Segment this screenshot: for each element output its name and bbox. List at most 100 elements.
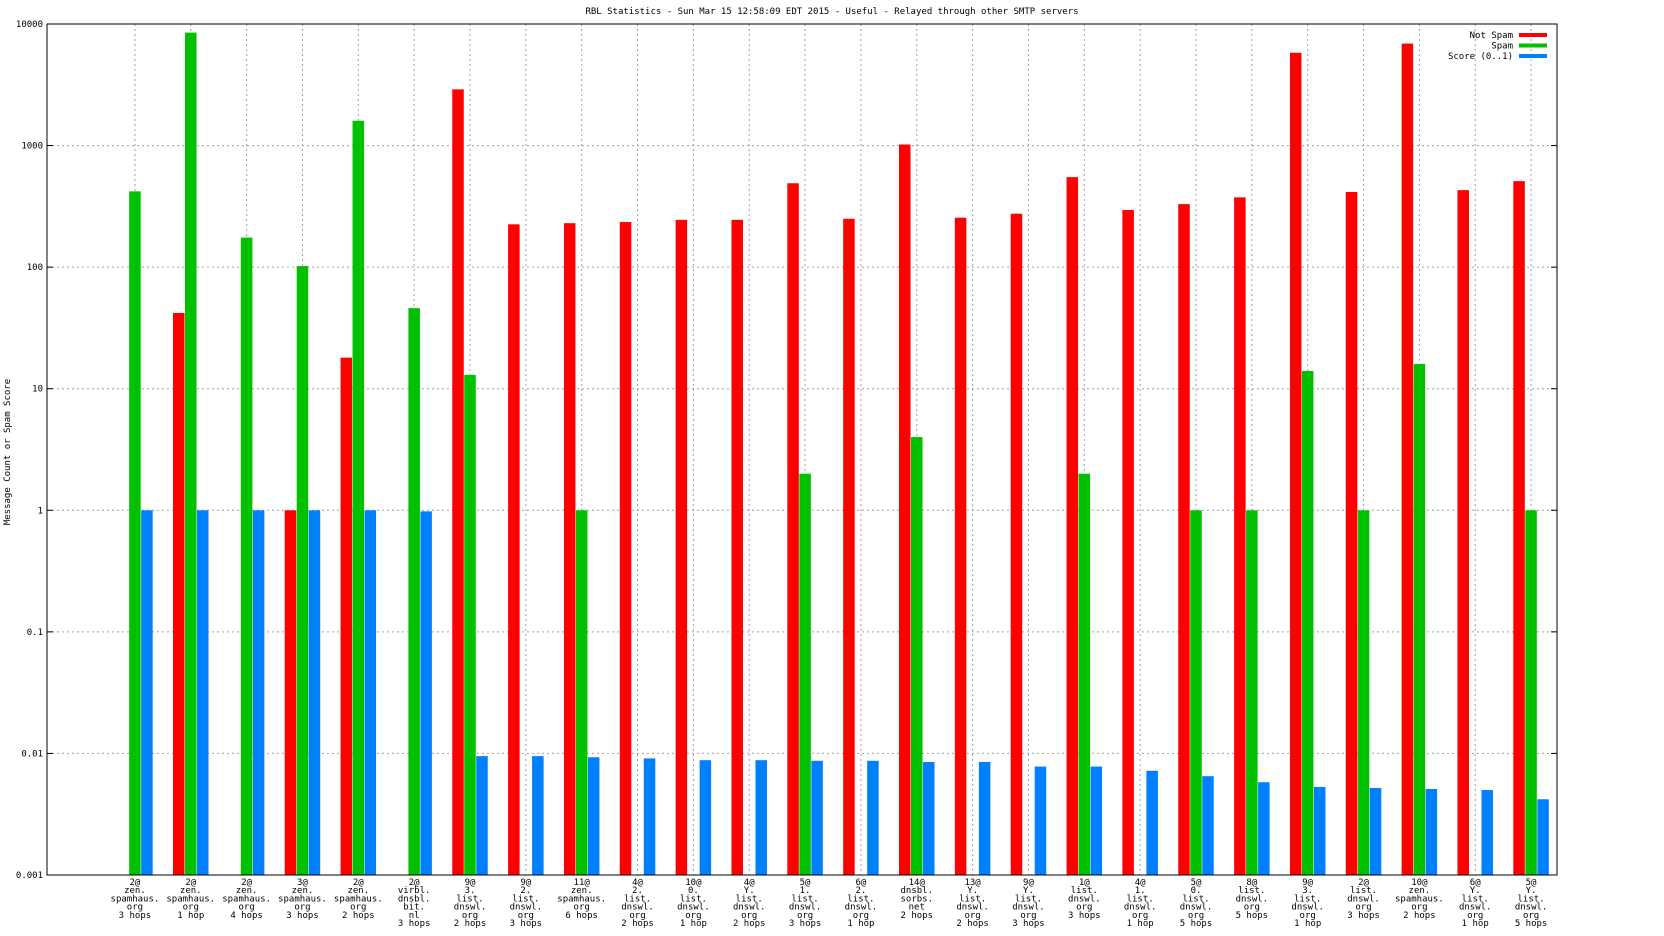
bar-score-0-1 — [364, 510, 377, 875]
bar-score-0-1 — [1034, 766, 1047, 875]
bar-not-spam — [284, 510, 297, 875]
x-tick-label: dnswl. — [510, 903, 543, 913]
x-tick-label: 1 hop — [177, 911, 204, 921]
x-tick-label: org — [1411, 903, 1427, 913]
x-tick-label: 9@ — [465, 878, 476, 888]
x-tick-label: Y. — [744, 886, 755, 896]
x-tick-label: 3. — [465, 886, 476, 896]
x-tick-label: 2. — [856, 886, 867, 896]
x-tick-label: org — [574, 903, 590, 913]
x-tick-label: 2@ — [353, 878, 364, 888]
y-tick-label: 10 — [32, 385, 43, 395]
x-tick-label: Y. — [1470, 886, 1481, 896]
legend-label: Score (0..1) — [1448, 52, 1513, 62]
x-tick-label: list. — [847, 894, 874, 904]
bar-not-spam — [619, 222, 632, 875]
x-tick-label: zen. — [1409, 886, 1431, 896]
x-tick-label: 0. — [688, 886, 699, 896]
x-tick-label: 5@ — [800, 878, 811, 888]
bar-spam — [464, 374, 476, 875]
x-tick-label: nl — [409, 911, 420, 921]
x-tick-label: 3 hops — [510, 919, 543, 929]
x-tick-label: 2. — [520, 886, 531, 896]
bar-not-spam — [731, 219, 743, 876]
x-tick-label: 3 hops — [119, 911, 152, 921]
x-tick-label: sorbs. — [901, 894, 934, 904]
x-tick-label: 0. — [1191, 886, 1202, 896]
bar-not-spam — [787, 183, 799, 875]
x-tick-label: org — [1355, 903, 1371, 913]
x-tick-label: Y. — [1526, 886, 1537, 896]
x-tick-label: dnswl. — [1068, 894, 1101, 904]
x-tick-label: 3 hops — [789, 919, 822, 929]
bar-not-spam — [1289, 52, 1302, 876]
x-tick-label: 6@ — [1470, 878, 1481, 888]
x-tick-label: org — [350, 903, 366, 913]
bar-spam — [1525, 510, 1537, 875]
x-tick-label: 9@ — [1302, 878, 1313, 888]
x-tick-label: 4@ — [632, 878, 643, 888]
bar-spam — [799, 473, 811, 875]
x-tick-label: 2@ — [409, 878, 420, 888]
bar-not-spam — [954, 217, 967, 876]
x-tick-label: 2 hops — [956, 919, 989, 929]
legend-label: Not Spam — [1470, 31, 1513, 41]
y-tick-label: 0.1 — [27, 628, 43, 638]
x-tick-label: list. — [1350, 886, 1377, 896]
bar-score-0-1 — [197, 510, 209, 875]
y-tick-label: 0.01 — [21, 749, 43, 759]
x-tick-label: 5 hops — [1180, 919, 1213, 929]
x-tick-label: list. — [624, 894, 651, 904]
x-tick-label: org — [1300, 911, 1316, 921]
x-tick-label: 2 hops — [454, 919, 487, 929]
bar-score-0-1 — [1537, 799, 1549, 875]
x-tick-label: spamhaus. — [278, 894, 327, 904]
bar-spam — [1357, 510, 1370, 875]
bar-spam — [1301, 370, 1314, 875]
x-tick-label: 5 hops — [1236, 911, 1269, 921]
x-tick-label: 5@ — [1526, 878, 1537, 888]
bar-score-0-1 — [1313, 786, 1326, 875]
x-tick-label: list. — [1518, 894, 1545, 904]
y-tick-label: 1000 — [21, 142, 43, 152]
x-tick-label: zen. — [180, 886, 202, 896]
bar-spam — [1190, 510, 1202, 875]
x-tick-label: list. — [512, 894, 539, 904]
bar-not-spam — [508, 224, 520, 876]
x-tick-label: 10@ — [1411, 878, 1428, 888]
bar-not-spam — [899, 144, 911, 876]
x-tick-label: list. — [792, 894, 819, 904]
x-tick-label: 6@ — [856, 878, 867, 888]
x-tick-label: 4@ — [1135, 878, 1146, 888]
bar-spam — [1246, 510, 1258, 875]
x-tick-label: org — [1132, 911, 1148, 921]
x-tick-label: zen. — [571, 886, 593, 896]
x-tick-label: org — [518, 911, 534, 921]
x-tick-label: 2 hops — [621, 919, 654, 929]
x-tick-label: list. — [680, 894, 707, 904]
x-tick-label: 9@ — [520, 878, 531, 888]
x-tick-label: bit. — [403, 903, 425, 913]
chart-title: RBL Statistics - Sun Mar 15 12:58:09 EDT… — [585, 7, 1078, 17]
x-tick-label: org — [964, 911, 980, 921]
x-tick-label: org — [1467, 911, 1483, 921]
x-tick-label: dnswl. — [845, 903, 878, 913]
x-tick-label: org — [462, 911, 478, 921]
bar-not-spam — [843, 218, 855, 876]
x-tick-label: org — [685, 911, 701, 921]
x-tick-label: zen. — [347, 886, 369, 896]
x-tick-label: dnswl. — [1291, 903, 1324, 913]
bar-score-0-1 — [476, 756, 488, 875]
x-tick-label: 1@ — [1079, 878, 1090, 888]
bar-spam — [575, 510, 588, 875]
x-tick-label: 2 hops — [901, 911, 934, 921]
bar-score-0-1 — [420, 511, 432, 875]
bar-spam — [129, 191, 141, 876]
bar-spam — [1078, 473, 1091, 875]
x-tick-label: 4 hops — [230, 911, 263, 921]
x-tick-label: 2@ — [1358, 878, 1369, 888]
x-tick-label: 5 hops — [1515, 919, 1548, 929]
x-tick-label: Y. — [1023, 886, 1034, 896]
bar-score-0-1 — [1202, 776, 1214, 875]
